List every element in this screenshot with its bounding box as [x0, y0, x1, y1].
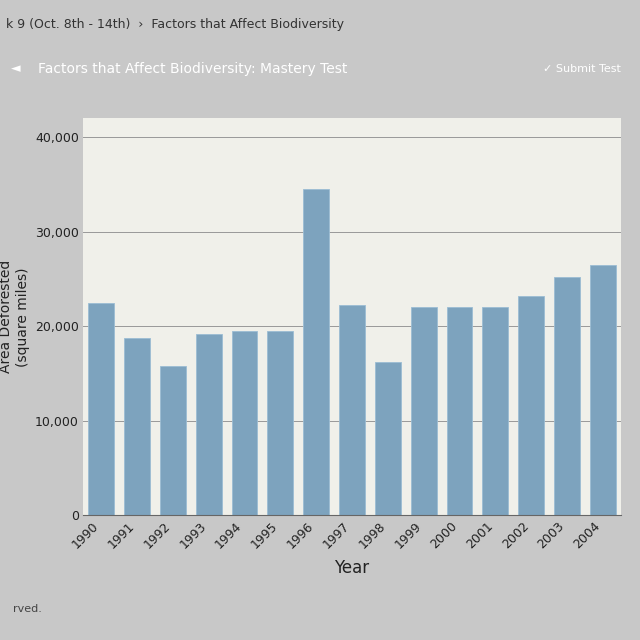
Bar: [196, 334, 221, 515]
Bar: [160, 366, 186, 515]
Text: ✓ Submit Test: ✓ Submit Test: [543, 64, 621, 74]
Bar: [554, 277, 580, 515]
X-axis label: Year: Year: [335, 559, 369, 577]
Text: ◄: ◄: [11, 62, 21, 76]
Bar: [124, 337, 150, 515]
Y-axis label: Area Deforested
(square miles): Area Deforested (square miles): [0, 260, 29, 373]
Bar: [518, 296, 544, 515]
Text: Factors that Affect Biodiversity: Mastery Test: Factors that Affect Biodiversity: Master…: [38, 62, 348, 76]
Bar: [303, 189, 329, 515]
Bar: [268, 331, 293, 515]
Bar: [590, 265, 616, 515]
Bar: [447, 307, 472, 515]
Bar: [375, 362, 401, 515]
Text: k 9 (Oct. 8th - 14th)  ›  Factors that Affect Biodiversity: k 9 (Oct. 8th - 14th) › Factors that Aff…: [6, 18, 344, 31]
Bar: [232, 331, 257, 515]
Bar: [411, 307, 436, 515]
Text: rved.: rved.: [13, 604, 42, 614]
Bar: [339, 305, 365, 515]
Bar: [483, 307, 508, 515]
Bar: [88, 303, 114, 515]
